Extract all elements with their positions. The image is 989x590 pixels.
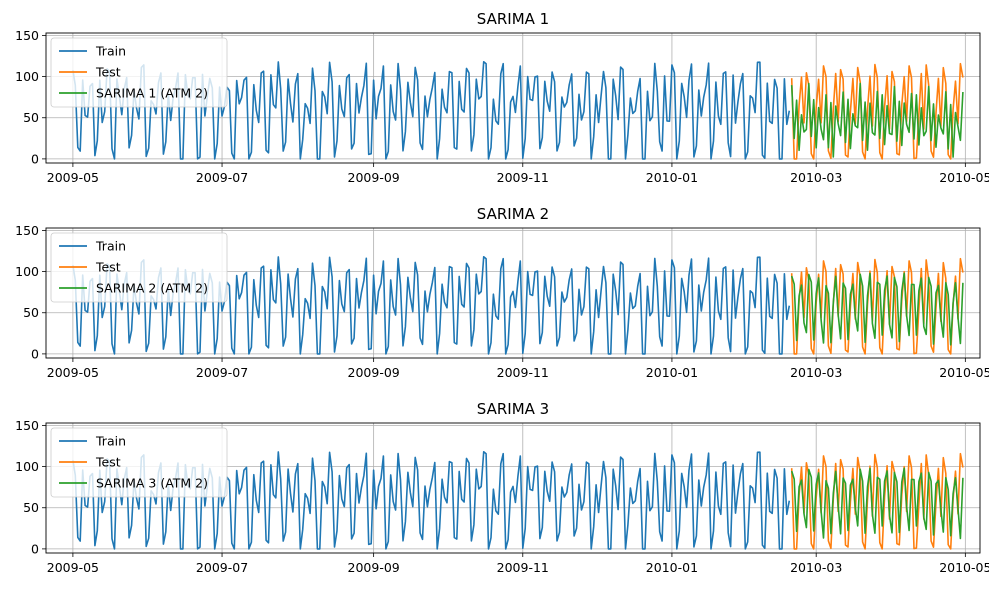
- x-tick-label: 2009-07: [196, 170, 248, 185]
- x-tick-label: 2010-05: [939, 560, 989, 575]
- x-tick-label: 2010-05: [939, 170, 989, 185]
- y-tick-label: 100: [15, 69, 39, 84]
- x-tick-label: 2009-05: [47, 560, 99, 575]
- y-tick-label: 50: [23, 305, 39, 320]
- x-tick-label: 2010-03: [790, 365, 842, 380]
- series-line-test: [790, 452, 964, 550]
- x-tick-label: 2010-03: [790, 560, 842, 575]
- y-tick-label: 150: [15, 223, 39, 238]
- legend: Train Test SARIMA 2 (ATM 2): [50, 232, 228, 303]
- y-tick-label: 0: [31, 541, 39, 556]
- chart-title: SARIMA 3: [477, 400, 549, 418]
- subplot-1: 2009-05 2009-07 2009-09 2009-11 2010-01 2010-…: [15, 10, 989, 185]
- x-tick-label: 2009-09: [348, 365, 400, 380]
- x-tick-label: 2009-05: [47, 170, 99, 185]
- plot-frame: [45, 227, 981, 359]
- x-tick-label: 2009-05: [47, 365, 99, 380]
- legend-label: Train: [95, 434, 126, 449]
- x-tick-label: 2009-09: [348, 170, 400, 185]
- plot-frame: [45, 422, 981, 554]
- subplot-3: 2009-05 2009-07 2009-09 2009-11 2010-01 2010-…: [15, 400, 989, 575]
- x-tick-label: 2009-11: [497, 170, 549, 185]
- x-tick-label: 2010-01: [646, 170, 698, 185]
- y-tick-label: 50: [23, 110, 39, 125]
- legend: Train Test SARIMA 3 (ATM 2): [50, 427, 228, 498]
- series-line-test: [790, 257, 964, 355]
- y-tick-label: 50: [23, 500, 39, 515]
- subplot-2: 2009-05 2009-07 2009-09 2009-11 2010-01 2010-…: [15, 205, 989, 380]
- series-line-sarima-3-atm-2: [790, 467, 964, 540]
- y-tick-label: 100: [15, 459, 39, 474]
- y-tick-label: 0: [31, 151, 39, 166]
- series-line-test: [790, 62, 964, 160]
- legend-label: Train: [95, 239, 126, 254]
- legend-label: SARIMA 2 (ATM 2): [96, 281, 208, 296]
- x-tick-label: 2009-07: [196, 365, 248, 380]
- legend: Train Test SARIMA 1 (ATM 2): [50, 37, 228, 108]
- x-tick-label: 2010-01: [646, 560, 698, 575]
- x-tick-label: 2010-03: [790, 170, 842, 185]
- y-tick-label: 150: [15, 28, 39, 43]
- legend-box: [50, 427, 228, 498]
- legend-label: Test: [95, 260, 121, 275]
- x-tick-label: 2010-01: [646, 365, 698, 380]
- x-tick-label: 2009-09: [348, 560, 400, 575]
- y-tick-label: 100: [15, 264, 39, 279]
- series-line-sarima-1-atm-2: [790, 82, 964, 158]
- x-tick-label: 2009-07: [196, 560, 248, 575]
- legend-box: [50, 232, 228, 303]
- legend-label: Test: [95, 455, 121, 470]
- legend-label: SARIMA 3 (ATM 2): [96, 476, 208, 491]
- x-tick-label: 2009-11: [497, 365, 549, 380]
- y-tick-label: 150: [15, 418, 39, 433]
- legend-box: [50, 37, 228, 108]
- x-tick-label: 2010-05: [939, 365, 989, 380]
- x-tick-label: 2009-11: [497, 560, 549, 575]
- legend-label: Test: [95, 65, 121, 80]
- chart-title: SARIMA 1: [477, 10, 549, 28]
- legend-label: Train: [95, 44, 126, 59]
- y-tick-label: 0: [31, 346, 39, 361]
- plot-frame: [45, 32, 981, 164]
- series-line-sarima-2-atm-2: [790, 272, 964, 346]
- chart-title: SARIMA 2: [477, 205, 549, 223]
- legend-label: SARIMA 1 (ATM 2): [96, 86, 208, 101]
